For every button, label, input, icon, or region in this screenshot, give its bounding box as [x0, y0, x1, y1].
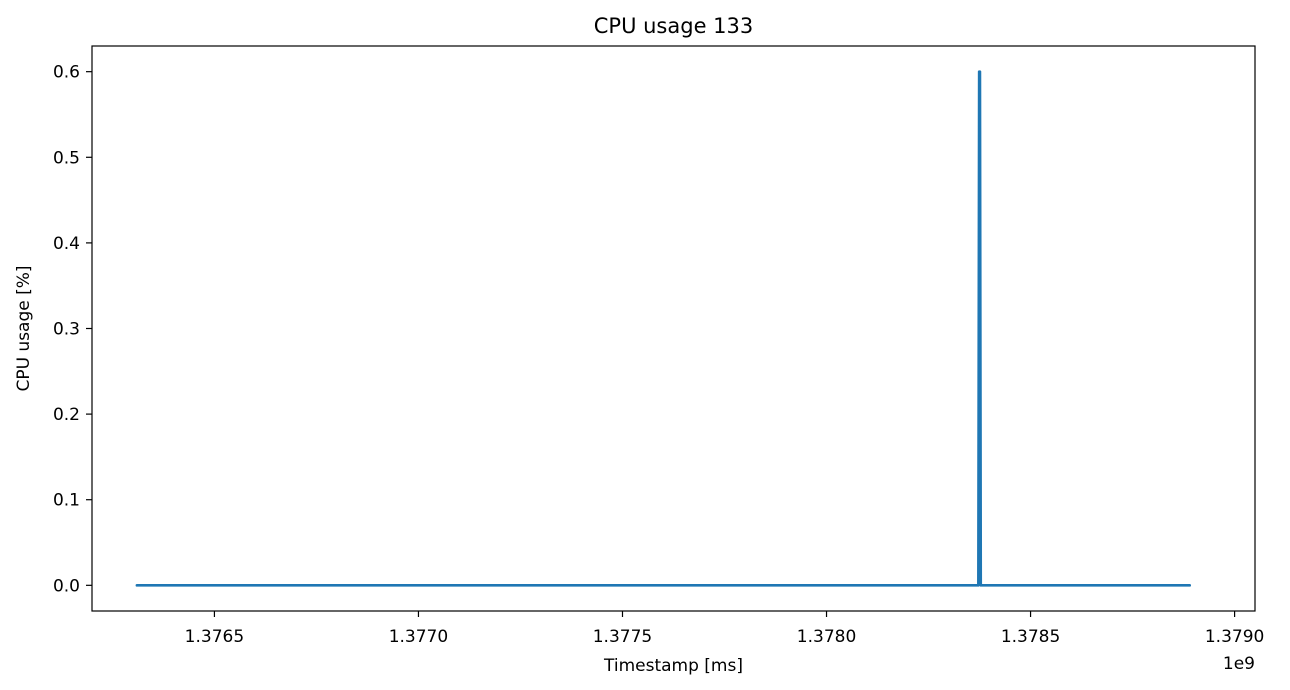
y-tick-label: 0.2	[53, 405, 80, 425]
x-tick-label: 1.3785	[1001, 627, 1060, 647]
y-tick-label: 0.3	[53, 320, 80, 340]
y-tick-label: 0.1	[53, 491, 80, 511]
data-point	[977, 584, 980, 587]
data-point	[136, 584, 138, 587]
y-tick-label: 0.4	[53, 234, 80, 254]
y-tick-label: 0.0	[53, 576, 80, 596]
y-axis-label: CPU usage [%]	[14, 265, 34, 391]
x-tick-label: 1.3780	[797, 627, 856, 647]
data-point	[979, 584, 982, 587]
x-tick-label: 1.3775	[593, 627, 652, 647]
x-tick-label: 1.3765	[185, 627, 244, 647]
ticks-layer: 1.3765 1.3770 1.3775 1.3780 1.3785 1.3790 0.0 0…	[53, 63, 1264, 647]
series-layer	[135, 70, 1192, 587]
plot-frame	[91, 45, 1256, 612]
data-point	[979, 70, 981, 73]
x-tick-label: 1.3790	[1205, 627, 1264, 647]
y-tick-label: 0.6	[53, 63, 80, 83]
data-point	[1188, 584, 1191, 587]
y-tick-label: 0.5	[53, 148, 80, 168]
x-axis-label: Timestamp [ms]	[603, 656, 743, 676]
x-tick-label: 1.3770	[389, 627, 448, 647]
x-axis-offset-label: 1e9	[1223, 654, 1255, 674]
chart-title: CPU usage 133	[594, 14, 754, 38]
